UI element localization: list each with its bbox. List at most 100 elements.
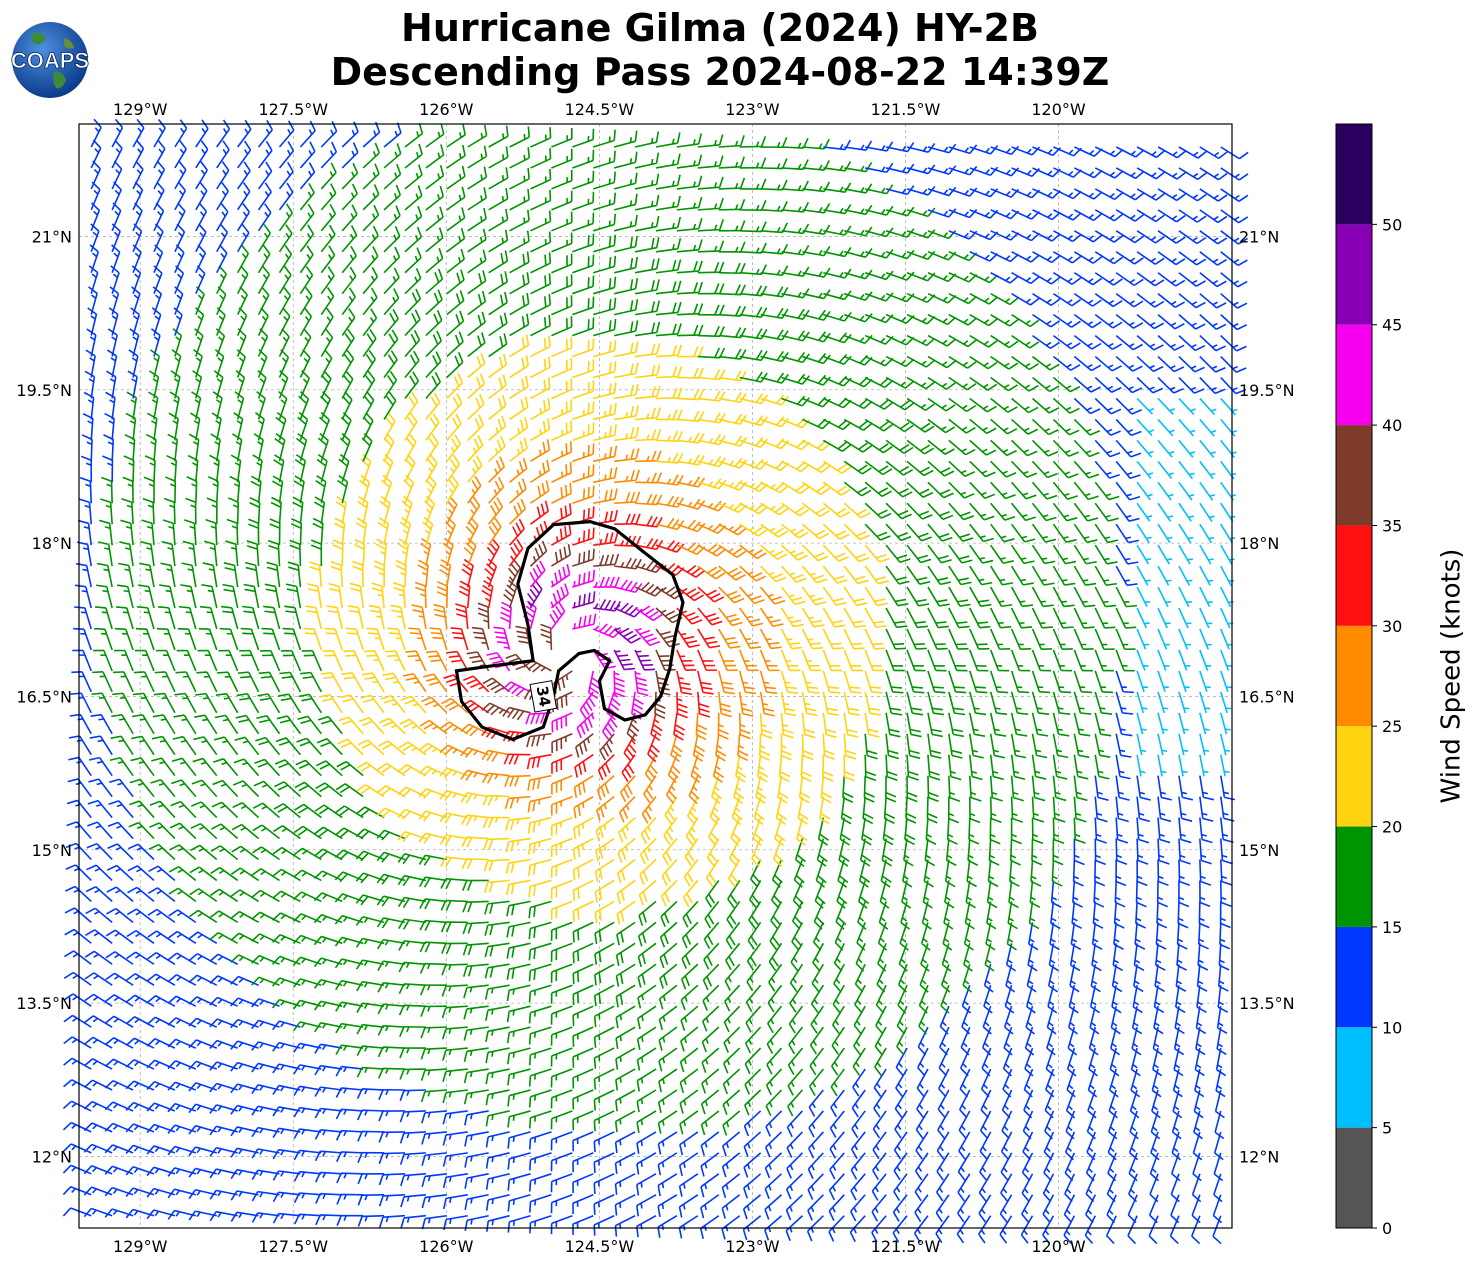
wind-barb <box>446 124 466 148</box>
wind-barb <box>439 812 468 824</box>
wind-barb <box>786 1110 804 1138</box>
wind-barb <box>1136 628 1150 650</box>
wind-barb <box>676 196 703 211</box>
wind-barb <box>153 181 165 211</box>
wind-barb <box>527 774 552 791</box>
wind-barb <box>1178 481 1195 501</box>
wind-barb <box>937 1110 950 1139</box>
wind-barb <box>176 649 197 672</box>
wind-barb <box>717 670 735 695</box>
wind-barb <box>168 865 197 882</box>
wind-barb <box>723 1005 741 1033</box>
wind-barb <box>528 1005 552 1024</box>
wind-barb <box>154 671 176 693</box>
wind-barb <box>863 775 875 803</box>
wind-barb <box>843 439 873 453</box>
wind-barb <box>341 162 359 190</box>
wind-barb <box>872 1110 887 1139</box>
wind-barb <box>712 754 725 783</box>
wind-barb <box>1136 775 1151 801</box>
wind-barb <box>1073 565 1097 586</box>
wind-barb <box>1028 901 1040 930</box>
wind-barb <box>550 816 573 837</box>
wind-barb <box>593 255 617 274</box>
wind-barb <box>685 817 699 846</box>
wind-barb <box>1031 523 1057 543</box>
wind-barb <box>819 796 831 825</box>
wind-barb <box>419 719 448 735</box>
wind-barb <box>1108 1110 1118 1140</box>
wind-barb <box>937 1089 950 1119</box>
colorbar-tick-label: 5 <box>1382 1119 1392 1138</box>
wind-barb <box>785 1194 803 1221</box>
wind-barb <box>635 385 661 400</box>
wind-barb <box>864 523 891 541</box>
wind-barb <box>572 170 595 190</box>
wind-barb <box>1178 523 1194 544</box>
wind-barb <box>906 649 926 672</box>
wind-barb <box>1178 607 1192 629</box>
wind-barb <box>767 1005 783 1034</box>
wind-barb <box>467 414 484 441</box>
wind-barb <box>462 879 489 891</box>
wind-barb <box>1011 481 1037 500</box>
wind-barb <box>349 582 364 609</box>
wind-barb <box>293 1085 322 1096</box>
wind-barb <box>461 858 489 870</box>
wind-barb <box>874 1047 887 1077</box>
wind-barb <box>300 671 323 693</box>
wind-barb <box>170 800 197 819</box>
wind-barb <box>914 1152 929 1181</box>
wind-barb <box>680 1005 699 1031</box>
wind-barb <box>130 757 155 777</box>
wind-barb <box>1073 481 1099 501</box>
wind-barb <box>399 1068 426 1080</box>
wind-barb <box>665 775 678 804</box>
wind-barb <box>488 517 502 546</box>
wind-barb <box>1128 1152 1138 1182</box>
wind-barb <box>885 228 915 238</box>
wind-barb <box>315 1192 343 1204</box>
wind-barb <box>146 1166 176 1177</box>
wind-barb <box>697 304 725 316</box>
wind-barb <box>801 502 830 518</box>
wind-barb <box>230 1083 259 1094</box>
wind-barb <box>692 733 706 762</box>
wind-barb <box>253 780 281 798</box>
wind-barb <box>657 1152 678 1176</box>
wind-barb <box>507 1194 531 1212</box>
wind-barb <box>817 817 830 846</box>
wind-barb <box>378 1088 406 1101</box>
wind-barb <box>906 628 927 650</box>
wind-barb <box>831 1047 845 1076</box>
wind-barb <box>232 433 243 462</box>
wind-barb <box>856 922 866 951</box>
wind-barb <box>814 880 826 909</box>
wind-barb <box>1178 230 1207 245</box>
wind-barb <box>209 975 239 986</box>
wind-barb <box>508 538 524 567</box>
wind-barb <box>508 558 521 588</box>
wind-barb <box>873 1089 887 1118</box>
wind-barb <box>1073 796 1087 823</box>
wind-barb <box>376 895 406 907</box>
wind-barb <box>398 741 427 756</box>
wind-barb <box>655 607 683 624</box>
wind-barb <box>105 929 134 944</box>
wind-barb <box>635 1215 657 1238</box>
wind-barb <box>1131 1006 1143 1035</box>
wind-barb <box>781 266 810 277</box>
wind-barb <box>1136 418 1154 437</box>
wind-barb <box>105 1015 134 1028</box>
wind-barb <box>1219 922 1231 950</box>
wind-barb <box>1091 922 1103 951</box>
wind-barb <box>256 391 266 420</box>
wind-barb <box>572 591 596 609</box>
wind-barb <box>1157 796 1172 823</box>
wind-barb <box>507 1110 531 1128</box>
wind-barb <box>1031 733 1048 759</box>
wind-barb <box>947 796 960 824</box>
wind-barb <box>404 288 422 316</box>
wind-barb <box>948 144 978 155</box>
wind-barb <box>682 879 699 908</box>
